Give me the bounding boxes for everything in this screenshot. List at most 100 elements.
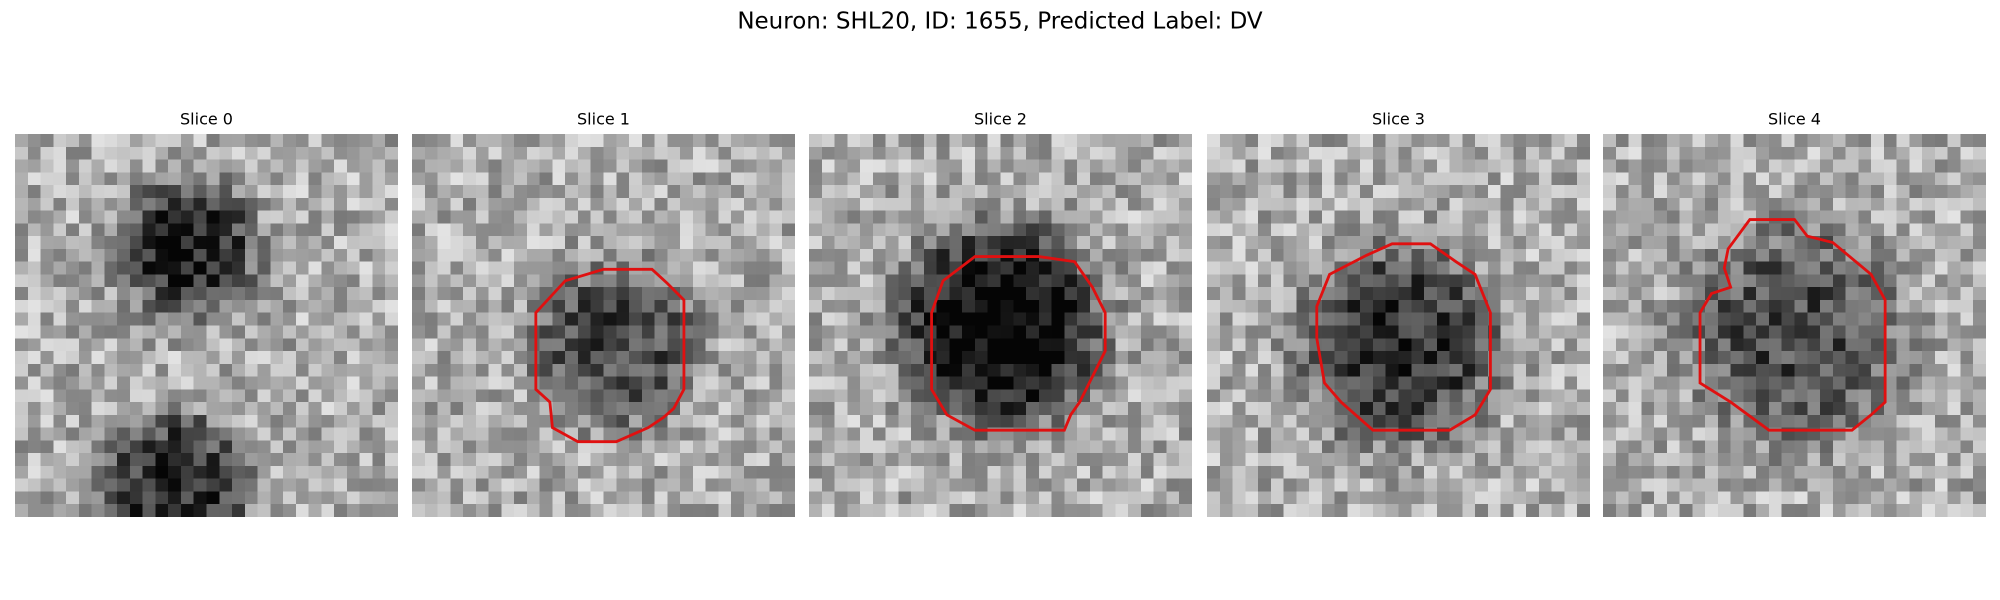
pixel <box>1538 440 1552 454</box>
pixel <box>1896 402 1910 415</box>
pixel <box>1449 491 1463 505</box>
pixel <box>1347 197 1361 211</box>
pixel <box>1115 491 1129 505</box>
pixel <box>898 236 912 249</box>
pixel <box>1140 376 1154 390</box>
pixel <box>616 453 630 466</box>
pixel <box>1000 287 1014 300</box>
pixel <box>66 440 79 454</box>
pixel <box>680 325 693 339</box>
pixel <box>155 172 169 186</box>
pixel <box>78 427 92 441</box>
pixel <box>1845 351 1859 364</box>
pixel <box>1385 338 1399 352</box>
pixel <box>424 299 438 313</box>
pixel <box>1026 185 1039 198</box>
pixel <box>692 389 706 403</box>
pixel <box>1717 146 1731 160</box>
pixel <box>385 325 398 339</box>
pixel <box>565 402 578 415</box>
pixel <box>15 223 28 237</box>
pixel <box>321 185 335 198</box>
pixel <box>1296 414 1310 428</box>
pixel <box>1960 504 1974 517</box>
pixel <box>27 146 41 160</box>
pixel <box>1628 491 1642 505</box>
pixel <box>1807 261 1821 275</box>
pixel <box>168 325 181 339</box>
pixel <box>577 427 591 441</box>
pixel <box>718 172 732 186</box>
pixel <box>206 414 220 428</box>
pixel <box>1500 299 1514 313</box>
pixel <box>1845 312 1859 326</box>
pixel <box>1385 287 1399 300</box>
pixel <box>193 146 207 160</box>
pixel <box>526 491 540 505</box>
pixel <box>1641 402 1655 415</box>
pixel <box>718 210 732 224</box>
pixel <box>1922 261 1935 275</box>
pixel <box>1309 172 1322 186</box>
pixel <box>1717 427 1731 441</box>
pixel <box>27 185 41 198</box>
pixel <box>577 223 591 237</box>
pixel <box>526 312 540 326</box>
pixel <box>1296 389 1310 403</box>
pixel <box>1513 325 1527 339</box>
pixel <box>1934 453 1948 466</box>
pixel <box>1360 427 1373 441</box>
pixel <box>847 440 861 454</box>
pixel <box>847 453 861 466</box>
pixel <box>1730 504 1744 517</box>
pixel <box>1781 172 1795 186</box>
pixel <box>705 402 719 415</box>
pixel <box>206 351 220 364</box>
pixel <box>731 210 744 224</box>
pixel <box>206 376 220 390</box>
pixel <box>104 261 118 275</box>
pixel <box>1896 210 1910 224</box>
pixel <box>66 363 79 377</box>
pixel <box>1577 504 1590 517</box>
pixel <box>1896 248 1910 262</box>
pixel <box>743 414 757 428</box>
pixel <box>206 504 220 517</box>
pixel <box>641 159 655 173</box>
pixel <box>334 274 347 288</box>
pixel <box>1922 351 1935 364</box>
pixel <box>769 236 783 249</box>
pixel <box>1051 236 1065 249</box>
pixel <box>244 389 258 403</box>
pixel <box>1258 440 1271 454</box>
pixel <box>1140 504 1154 517</box>
pixel <box>1245 389 1259 403</box>
pixel <box>295 236 309 249</box>
pixel <box>1756 134 1769 147</box>
pixel <box>308 478 322 492</box>
pixel <box>40 427 54 441</box>
pixel <box>718 351 732 364</box>
pixel <box>565 134 578 147</box>
pixel <box>1462 159 1476 173</box>
pixel <box>180 414 194 428</box>
pixel <box>1883 465 1897 479</box>
pixel <box>1258 325 1271 339</box>
pixel <box>692 236 706 249</box>
pixel <box>782 351 795 364</box>
pixel <box>270 402 284 415</box>
pixel <box>629 223 642 237</box>
pixel <box>782 491 795 505</box>
pixel <box>27 453 41 466</box>
pixel <box>1283 312 1297 326</box>
pixel <box>1679 172 1693 186</box>
pixel <box>53 274 67 288</box>
pixel <box>359 248 373 262</box>
pixel <box>1436 159 1450 173</box>
pixel <box>372 453 386 466</box>
pixel <box>1179 453 1192 466</box>
pixel <box>232 465 245 479</box>
pixel <box>974 351 988 364</box>
pixel <box>155 325 169 339</box>
pixel <box>1756 261 1769 275</box>
